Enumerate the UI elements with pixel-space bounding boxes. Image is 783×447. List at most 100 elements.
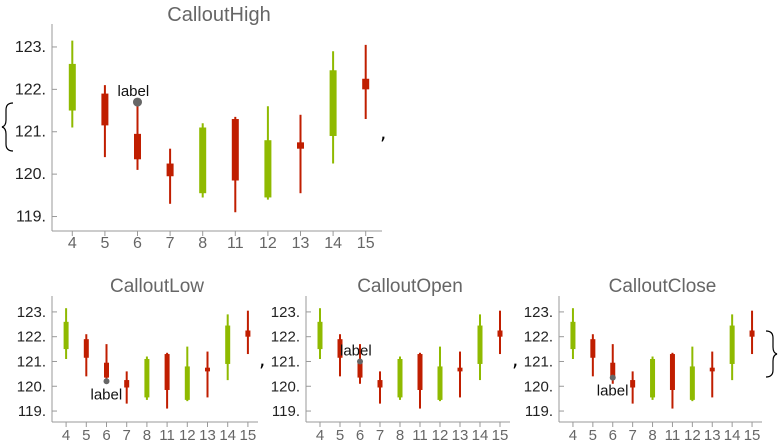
x-tick-label: 8 <box>396 427 404 444</box>
x-tick-label: 5 <box>82 427 90 444</box>
x-tick-label: 8 <box>198 235 207 252</box>
candle-body <box>337 339 343 358</box>
candle <box>245 310 251 355</box>
y-tick-label: 123. <box>15 39 46 56</box>
x-tick-label: 6 <box>356 427 364 444</box>
candle <box>134 102 141 170</box>
y-tick-label: 119. <box>18 403 46 420</box>
candle-body <box>166 163 174 177</box>
candle <box>329 51 337 164</box>
candle-body <box>397 359 403 398</box>
candle <box>630 371 636 404</box>
candle-body <box>357 362 363 378</box>
candle-body <box>689 366 695 400</box>
y-tick-label: 122. <box>524 329 553 346</box>
x-tick-label: 15 <box>357 235 375 252</box>
candle <box>144 356 150 400</box>
candle <box>101 85 109 158</box>
x-tick-label: 15 <box>744 427 761 444</box>
candle <box>317 308 323 359</box>
x-tick-label: 8 <box>648 427 656 444</box>
candle-body <box>134 133 141 160</box>
y-tick-label: 122. <box>17 329 46 346</box>
candle-body <box>68 63 76 111</box>
x-tick-label: 4 <box>569 427 577 444</box>
candle-body <box>417 354 423 390</box>
callout-label: label <box>597 383 629 400</box>
candle-body <box>231 119 239 181</box>
candle-body <box>610 362 616 378</box>
candle <box>437 346 443 402</box>
callout-point <box>103 378 110 385</box>
x-tick-label: 12 <box>259 235 277 252</box>
candle <box>497 310 503 355</box>
candle <box>397 356 403 400</box>
candle-body <box>245 330 251 337</box>
x-tick-label: 7 <box>166 235 175 252</box>
candle-body <box>630 380 636 388</box>
candle-body <box>669 354 675 390</box>
list-separator: , <box>380 120 386 144</box>
candle <box>231 116 239 213</box>
candle <box>689 346 695 402</box>
x-tick-label: 13 <box>704 427 721 444</box>
candle <box>199 123 207 198</box>
x-tick-label: 6 <box>609 427 617 444</box>
candle-body <box>317 321 323 350</box>
y-tick-label: 123. <box>17 304 46 321</box>
x-tick-label: 13 <box>292 235 310 252</box>
candle <box>477 314 483 381</box>
chart-title: CalloutHigh <box>167 4 270 26</box>
candle-body <box>205 367 210 372</box>
x-tick-label: 4 <box>68 235 77 252</box>
x-tick-label: 6 <box>102 427 110 444</box>
x-tick-label: 15 <box>240 427 257 444</box>
candle-body <box>650 359 656 398</box>
x-tick-label: 11 <box>665 427 681 444</box>
x-tick-label: 12 <box>179 427 196 444</box>
candle-body <box>590 339 596 358</box>
candle <box>337 334 343 377</box>
chart-panel-calloutopen: CalloutOpen 119. 120. 121. 122. 123. 4 5 6 7 8 11 12… <box>271 276 510 444</box>
callout-point <box>133 97 142 107</box>
candle-body <box>362 78 370 90</box>
candle <box>68 40 76 128</box>
x-tick-label: 4 <box>316 427 324 444</box>
y-tick-label: 123. <box>271 304 300 321</box>
x-tick-label: 5 <box>589 427 597 444</box>
x-tick-label: 11 <box>159 427 175 444</box>
x-tick-label: 4 <box>62 427 70 444</box>
candle <box>184 346 190 402</box>
y-tick-label: 119. <box>272 403 300 420</box>
candle <box>225 314 231 381</box>
candle-body <box>709 367 715 372</box>
x-tick-label: 7 <box>628 427 636 444</box>
y-tick-label: 122. <box>271 329 300 346</box>
candle <box>417 352 423 409</box>
left-brace <box>1 102 14 152</box>
candle <box>709 351 715 398</box>
candle <box>457 351 463 398</box>
right-brace <box>765 330 778 378</box>
x-tick-label: 7 <box>123 427 131 444</box>
callout-label: label <box>340 342 372 359</box>
y-tick-label: 121. <box>17 353 46 370</box>
candle-body <box>101 93 109 126</box>
candle-body <box>83 339 89 358</box>
candle-body <box>144 359 150 398</box>
candle-body <box>329 70 337 136</box>
y-tick-label: 121. <box>271 353 300 370</box>
candle <box>205 351 210 398</box>
candle-body <box>749 330 755 337</box>
candle <box>590 334 596 377</box>
candle-body <box>570 321 576 350</box>
candle-body <box>497 330 503 337</box>
callout-label: label <box>91 386 123 403</box>
candle-body <box>104 362 109 378</box>
candle <box>164 352 170 409</box>
candle-body <box>63 321 69 350</box>
chart-title: CalloutLow <box>110 276 204 297</box>
x-tick-label: 8 <box>143 427 151 444</box>
chart-title: CalloutOpen <box>357 276 463 297</box>
